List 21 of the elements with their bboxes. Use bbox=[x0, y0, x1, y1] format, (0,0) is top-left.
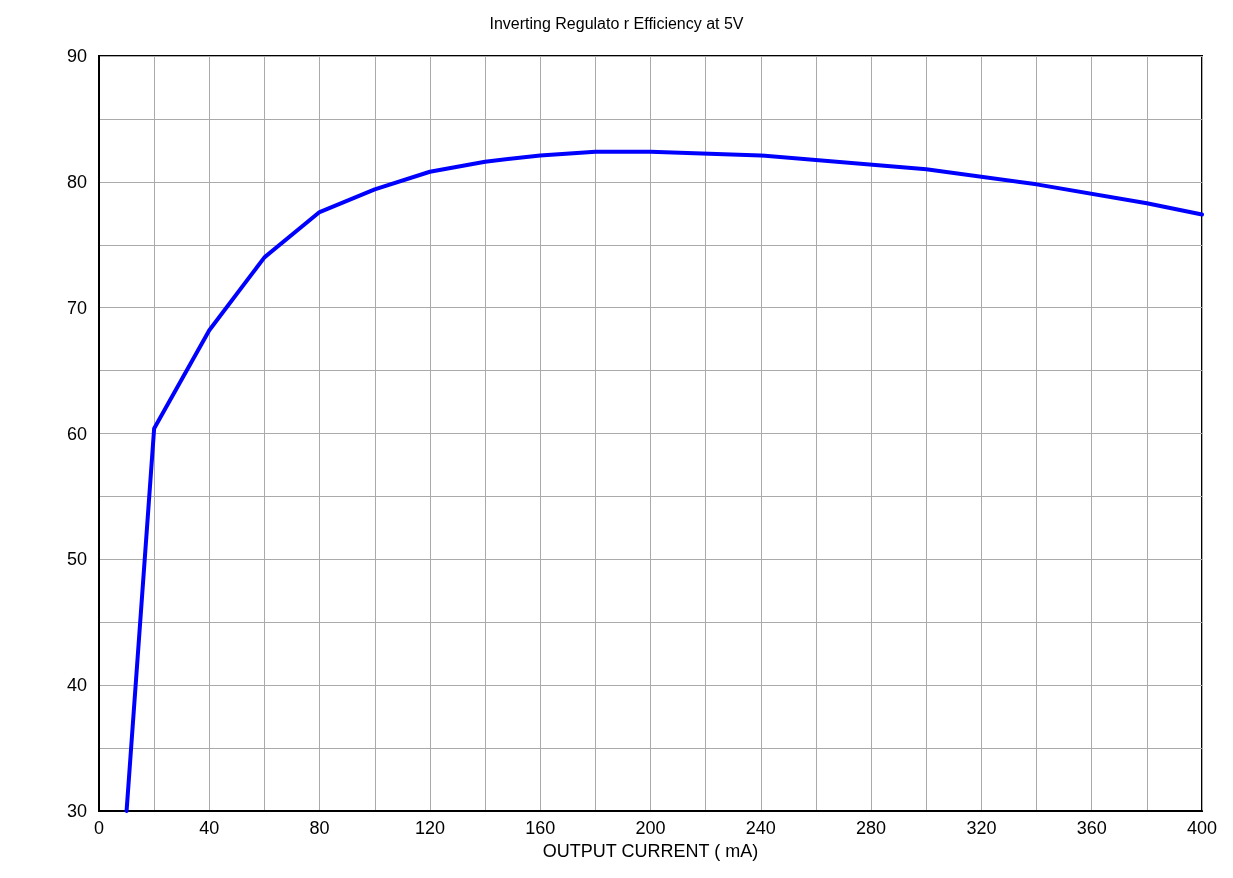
x-tick-label: 160 bbox=[525, 818, 556, 838]
x-tick-label: 360 bbox=[1076, 818, 1107, 838]
x-tick-label: 80 bbox=[309, 818, 330, 838]
x-tick-label: 280 bbox=[856, 818, 887, 838]
y-tick-label: 60 bbox=[66, 423, 87, 444]
x-tick-label: 0 bbox=[93, 818, 105, 838]
x-tick-label: 200 bbox=[635, 818, 666, 838]
x-tick-label: 120 bbox=[414, 818, 445, 838]
y-tick-label: 80 bbox=[66, 171, 87, 192]
y-tick-label: 30 bbox=[66, 801, 87, 821]
x-tick-label: 320 bbox=[966, 818, 997, 838]
line-series bbox=[124, 149, 1204, 813]
x-tick-label: 400 bbox=[1186, 818, 1218, 838]
x-axis-title: OUTPUT CURRENT ( mA) bbox=[542, 840, 759, 861]
y-tick-label: 90 bbox=[66, 46, 87, 66]
y-tick-label: 50 bbox=[66, 549, 87, 570]
chart-title: Inverting Regulato r Efficiency at 5V bbox=[489, 14, 744, 32]
y-tick-label: 70 bbox=[66, 297, 87, 318]
x-tick-label: 40 bbox=[199, 818, 220, 838]
x-tick-label: 240 bbox=[745, 818, 776, 838]
y-tick-label: 40 bbox=[66, 675, 87, 696]
